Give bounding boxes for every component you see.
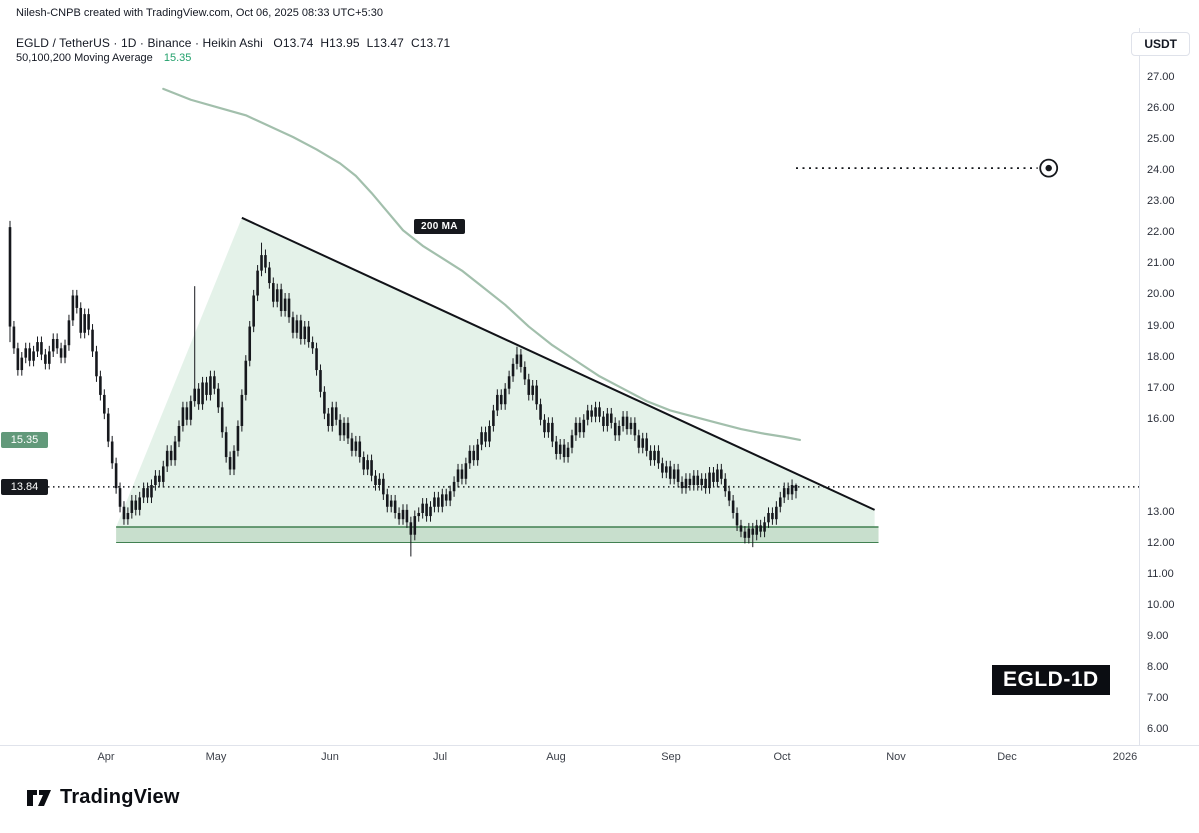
tradingview-wordmark: TradingView [60, 786, 180, 808]
price-axis[interactable]: 27.00 26.00 25.00 24.00 23.00 22.00 21.00 20.00… [1140, 0, 1199, 745]
price-tick-label: 11.00 [1147, 568, 1174, 581]
price-tick-label: 7.00 [1147, 692, 1169, 705]
indicator-value: 15.35 [163, 52, 192, 64]
last-price-badge: 13.84 [1, 479, 48, 495]
price-tick-label: 8.00 [1147, 661, 1169, 674]
price-tick-label: 6.00 [1147, 723, 1169, 736]
ma-price-badge: 15.35 [1, 432, 48, 448]
time-tick-label: 2026 [1112, 751, 1138, 763]
price-tick-label: 27.00 [1147, 71, 1175, 83]
price-tick-label: 25.00 [1147, 133, 1175, 146]
ohlc-values: O13.74 H13.95 L13.47 C13.71 [266, 36, 450, 50]
symbol-watermark-label: EGLD-1D [992, 665, 1110, 695]
time-tick-label: Apr [97, 751, 115, 763]
indicator-header[interactable]: 50,100,200 Moving Average 15.35 [16, 52, 191, 64]
tradingview-footer: TradingView [26, 786, 180, 809]
price-tick-label: 22.00 [1147, 226, 1175, 239]
target-marker-dot [1045, 164, 1052, 172]
price-tick-label: 10.00 [1147, 599, 1175, 612]
support-zone [116, 526, 879, 543]
time-tick-label: Sep [661, 751, 681, 763]
time-tick-label: May [205, 751, 227, 763]
price-tick-label: 23.00 [1147, 195, 1175, 208]
time-tick-label: Aug [546, 751, 566, 763]
ohlc-value: C13.71 [410, 36, 451, 50]
ohlc-value: H13.95 [320, 36, 360, 50]
price-tick-label: 26.00 [1147, 102, 1175, 115]
time-axis[interactable]: Apr May Jun Jul Aug Sep Oct Nov Dec 2026 [0, 748, 1199, 770]
ma-200-label: 200 MA [414, 219, 465, 234]
time-tick-label: Dec [997, 751, 1017, 763]
price-tick-label: 13.00 [1147, 505, 1175, 518]
price-tick-label: 19.00 [1147, 319, 1175, 332]
price-tick-label: 12.00 [1147, 537, 1175, 550]
ohlc-value: L13.47 [366, 36, 404, 50]
ma-200-line [162, 87, 802, 442]
time-tick-label: Oct [773, 751, 791, 763]
price-tick-label: 9.00 [1147, 630, 1169, 643]
price-tick-label: 17.00 [1147, 381, 1175, 394]
descending-trendline [241, 216, 876, 511]
time-tick-label: Jun [321, 751, 339, 763]
price-tick-label: 20.00 [1147, 288, 1175, 301]
descending-triangle-fill [116, 217, 875, 527]
time-tick-label: Nov [886, 751, 906, 763]
currency-toggle-button[interactable]: USDT [1131, 32, 1190, 56]
price-tick-label: 16.00 [1147, 412, 1175, 425]
price-tick-label: 18.00 [1147, 350, 1175, 363]
time-tick-label: Jul [432, 751, 448, 763]
attribution-text: Nilesh-CNPB created with TradingView.com… [16, 7, 383, 19]
symbol-header[interactable]: EGLD / TetherUS · 1D · Binance · Heikin … [16, 36, 450, 50]
symbol-title[interactable]: EGLD / TetherUS · 1D · Binance · Heikin … [16, 36, 263, 50]
candlestick-series [8, 220, 798, 557]
ohlc-value: O13.74 [273, 36, 314, 50]
tradingview-logo-icon [27, 789, 51, 806]
price-tick-label: 24.00 [1147, 164, 1175, 177]
price-tick-label: 21.00 [1147, 257, 1175, 270]
indicator-label[interactable]: 50,100,200 Moving Average [16, 52, 153, 64]
